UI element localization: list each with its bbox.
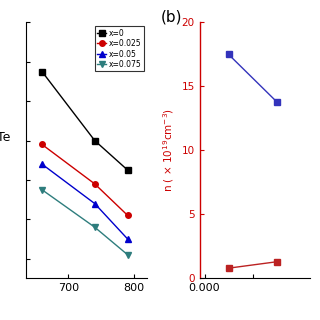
x=0.025 (40, 143, 44, 147)
x=0.025 (126, 213, 130, 217)
x=0.075 (40, 188, 44, 192)
Line: x=0.025: x=0.025 (39, 142, 131, 218)
x=0.025 (93, 182, 97, 186)
Legend: x=0, x=0.025, x=0.05, x=0.075: x=0, x=0.025, x=0.05, x=0.075 (95, 26, 144, 71)
x=0.05 (126, 237, 130, 241)
Text: Te: Te (0, 131, 10, 144)
x=0.075 (126, 253, 130, 257)
x=0.05 (93, 202, 97, 205)
x=0 (93, 139, 97, 142)
Y-axis label: n ( × 10$^{19}$cm$^{-3}$): n ( × 10$^{19}$cm$^{-3}$) (161, 108, 176, 192)
x=0.075 (93, 225, 97, 229)
Line: x=0.075: x=0.075 (39, 187, 131, 258)
x=0 (40, 70, 44, 74)
Line: x=0.05: x=0.05 (39, 161, 131, 242)
Line: x=0: x=0 (39, 69, 131, 173)
x=0 (126, 168, 130, 172)
Text: (b): (b) (161, 10, 182, 25)
x=0.05 (40, 162, 44, 166)
